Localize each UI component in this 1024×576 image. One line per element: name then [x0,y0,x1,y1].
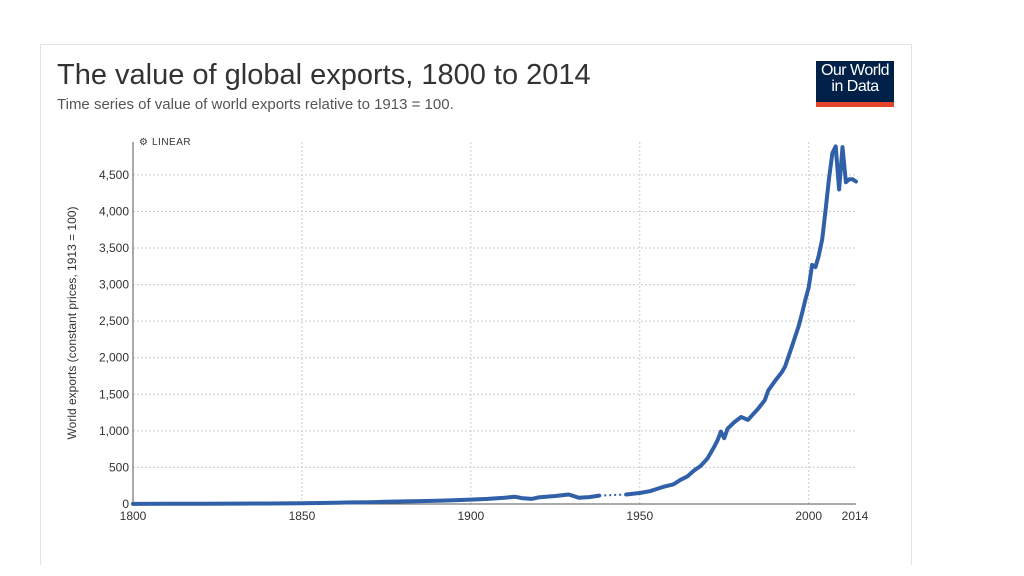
y-tick-label: 3,500 [99,241,129,255]
grid-layer [133,142,856,504]
chart-title: The value of global exports, 1800 to 201… [57,59,591,91]
y-tick-label: 1,500 [99,387,129,401]
y-tick-label: 500 [109,460,129,474]
x-tick-label: 1850 [289,509,316,523]
y-tick-label: 4,000 [99,204,129,218]
scale-toggle-label: LINEAR [152,137,191,148]
y-tick-label: 2,000 [99,351,129,365]
owid-logo[interactable]: Our World in Data [816,61,894,107]
series-line-gap [599,493,627,497]
chart-subtitle: Time series of value of world exports re… [57,96,454,113]
series-line-segment [624,144,858,497]
y-axis-label: World exports (constant prices, 1913 = 1… [65,207,79,440]
series-layer [131,144,858,506]
logo-line-2: in Data [831,78,879,95]
axis-layer [132,142,856,505]
x-tick-label: 2000 [795,509,822,523]
gear-icon: ⚙ [139,137,148,148]
y-tick-label: 0 [122,497,129,511]
logo-bar [816,102,894,107]
x-tick-label: 1800 [120,509,147,523]
x-tick-label: 1900 [457,509,484,523]
x-tick-label: 2014 [842,509,869,523]
scale-toggle[interactable]: ⚙ LINEAR [139,137,191,148]
logo-line-1: Our World [820,62,890,79]
chart-card: The value of global exports, 1800 to 201… [40,44,912,565]
tick-layer: 0 500 1,000 1,500 2,000 2,500 3,000 3,500 4,000 4… [99,168,869,523]
y-tick-label: 3,000 [99,278,129,292]
y-tick-label: 1,000 [99,424,129,438]
y-tick-label: 4,500 [99,168,129,182]
y-tick-label: 2,500 [99,314,129,328]
x-tick-label: 1950 [626,509,653,523]
series-line-segment [131,492,602,506]
